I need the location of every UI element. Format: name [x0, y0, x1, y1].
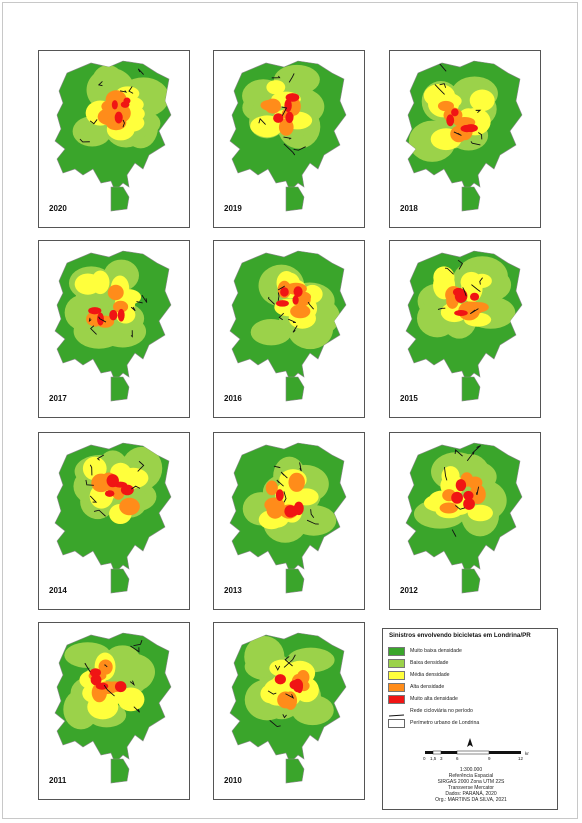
density-map — [54, 442, 172, 594]
legend-label: Muito alta densidade — [410, 696, 458, 702]
legend-label: Alta densidade — [410, 684, 445, 690]
map-panel-2014: 2014 — [38, 432, 190, 610]
map-panel-2015: 2015 — [389, 240, 541, 418]
scale-tick: 3 — [440, 756, 443, 761]
panel-year-label: 2012 — [400, 586, 418, 595]
map-credits: 1:300.000 Referência Espacial SIRGAS 200… — [383, 767, 559, 803]
map-panel-2010: 2010 — [213, 622, 365, 800]
density-map — [405, 60, 523, 212]
density-map — [229, 60, 347, 212]
panel-year-label: 2015 — [400, 394, 418, 403]
map-panel-2020: 2020 — [38, 50, 190, 228]
legend-label: Média densidade — [410, 672, 450, 678]
map-panel-2019: 2019 — [213, 50, 365, 228]
panel-year-label: 2010 — [224, 776, 242, 785]
scale-tick: 9 — [488, 756, 491, 761]
panel-year-label: 2011 — [49, 776, 67, 785]
legend-title: Sinistros envolvendo bicicletas em Londr… — [389, 632, 531, 639]
map-panel-2011: 2011 — [38, 622, 190, 800]
scale-ratio: 1:300.000 — [459, 767, 483, 773]
scale-tick: 12 — [518, 756, 524, 761]
scale-tick: 6 — [456, 756, 459, 761]
credit-line: SIRGAS 2000 Zona UTM 22S — [437, 779, 505, 785]
legend-swatch — [388, 671, 405, 680]
legend-label: Perímetro urbano de Londrina — [410, 720, 480, 726]
density-map — [54, 250, 172, 402]
panel-year-label: 2020 — [49, 204, 67, 213]
scale-tick: 0 — [423, 756, 426, 761]
north-arrow-icon: N — [467, 737, 473, 747]
north-label: N — [468, 737, 472, 738]
panel-year-label: 2018 — [400, 204, 418, 213]
legend-swatch — [388, 683, 405, 692]
density-map — [229, 442, 347, 594]
credit-line: Referência Espacial — [448, 773, 494, 779]
scale-bar: N 0 1,5 3 6 9 12 km — [423, 737, 529, 761]
density-map — [405, 250, 523, 402]
map-panel-2018: 2018 — [389, 50, 541, 228]
bike-network-line-icon — [388, 714, 405, 717]
scale-tick: 1,5 — [430, 756, 437, 761]
legend-swatch — [388, 695, 405, 704]
density-map — [229, 632, 347, 784]
panel-year-label: 2019 — [224, 204, 242, 213]
density-map — [229, 250, 347, 402]
legend-label: Muito baixa densidade — [410, 648, 462, 654]
map-panel-2016: 2016 — [213, 240, 365, 418]
density-map — [405, 442, 523, 594]
panel-year-label: 2017 — [49, 394, 67, 403]
legend: Sinistros envolvendo bicicletas em Londr… — [382, 628, 558, 810]
density-map — [54, 60, 172, 212]
legend-item-bike-network: Rede cicloviária no período — [388, 707, 473, 717]
panel-year-label: 2016 — [224, 394, 242, 403]
credit-line: Dados: PARANÁ, 2020 — [445, 791, 497, 797]
credit-line: Transverse Mercator — [448, 785, 494, 791]
legend-swatch — [388, 647, 405, 656]
density-map — [54, 632, 172, 784]
scale-unit: km — [525, 751, 529, 756]
legend-swatch — [388, 659, 405, 668]
legend-label: Rede cicloviária no período — [410, 708, 473, 714]
panel-year-label: 2014 — [49, 586, 67, 595]
legend-label: Baixa densidade — [410, 660, 449, 666]
panel-year-label: 2013 — [224, 586, 242, 595]
credit-line: Org.: MARTINS DA SILVA, 2021 — [435, 797, 507, 803]
map-panel-2013: 2013 — [213, 432, 365, 610]
map-panel-2012: 2012 — [389, 432, 541, 610]
map-panel-2017: 2017 — [38, 240, 190, 418]
perimeter-swatch — [388, 719, 405, 728]
